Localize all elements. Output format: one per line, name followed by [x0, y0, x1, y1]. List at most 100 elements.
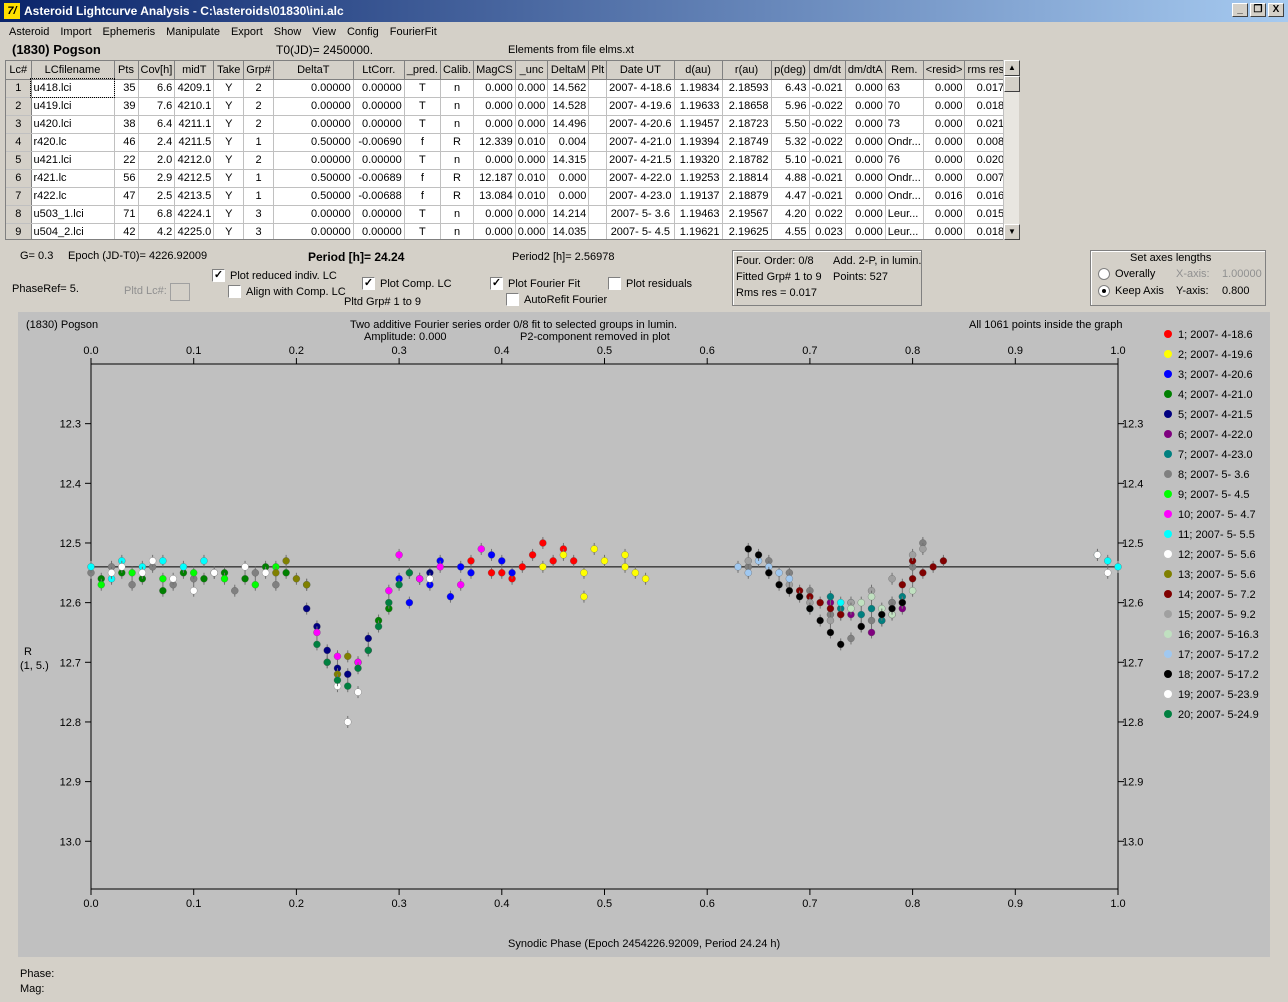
table-cell[interactable]: Y [213, 115, 245, 134]
table-cell[interactable]: 0.016 [964, 187, 1008, 206]
table-cell[interactable]: R [440, 169, 475, 188]
table-cell[interactable]: -0.00690 [353, 133, 405, 152]
row-number[interactable]: 4 [6, 133, 32, 152]
table-cell[interactable]: n [440, 97, 475, 116]
table-cell[interactable]: 46 [114, 133, 139, 152]
table-cell[interactable] [588, 223, 608, 239]
table-cell[interactable]: 4212.5 [174, 169, 215, 188]
table-cell[interactable]: 0.000 [845, 97, 886, 116]
menu-manipulate[interactable]: Manipulate [166, 26, 220, 38]
table-cell[interactable]: 0.000 [923, 169, 966, 188]
table-cell[interactable]: u420.lci [31, 115, 115, 134]
table-cell[interactable]: 5.96 [771, 97, 810, 116]
table-cell[interactable]: T [404, 223, 441, 239]
table-cell[interactable]: 0.000 [923, 205, 966, 224]
column-header[interactable]: _unc [515, 61, 549, 80]
table-cell[interactable]: 1.19137 [674, 187, 723, 206]
table-cell[interactable]: 4210.1 [174, 97, 215, 116]
table-cell[interactable]: 1.19621 [674, 223, 723, 239]
table-cell[interactable]: 2.4 [138, 133, 176, 152]
table-cell[interactable]: Leur... [885, 223, 924, 239]
table-cell[interactable]: 12.187 [473, 169, 516, 188]
table-cell[interactable]: 0.000 [845, 187, 886, 206]
column-header[interactable]: LCfilename [31, 61, 115, 80]
close-button[interactable]: X [1268, 3, 1284, 17]
table-cell[interactable]: 2007- 4-19.6 [606, 97, 675, 116]
table-cell[interactable]: u418.lci [30, 78, 115, 98]
table-cell[interactable]: -0.022 [809, 115, 846, 134]
menu-view[interactable]: View [312, 26, 336, 38]
table-cell[interactable]: 4.20 [771, 205, 810, 224]
table-cell[interactable]: Y [213, 205, 245, 224]
table-cell[interactable]: 2007- 4-22.0 [606, 169, 675, 188]
table-cell[interactable]: n [440, 205, 475, 224]
table-cell[interactable]: 1 [243, 187, 274, 206]
table-cell[interactable]: 0.000 [923, 115, 966, 134]
table-cell[interactable]: 0.000 [473, 151, 516, 170]
table-cell[interactable]: 1.19463 [674, 205, 723, 224]
column-header[interactable]: Take [213, 61, 245, 80]
table-cell[interactable]: 4212.0 [174, 151, 215, 170]
table-cell[interactable]: 6.4 [138, 115, 176, 134]
column-header[interactable]: Grp# [243, 61, 274, 80]
table-cell[interactable]: 2.18593 [722, 79, 772, 98]
table-cell[interactable]: 0.00000 [353, 205, 405, 224]
table-cell[interactable]: 2.19567 [722, 205, 772, 224]
table-cell[interactable]: 0.00000 [273, 205, 354, 224]
table-cell[interactable]: 2.0 [138, 151, 176, 170]
table-cell[interactable]: T [404, 151, 441, 170]
overally-radio[interactable]: Overally [1098, 268, 1155, 280]
table-cell[interactable]: 0.010 [515, 133, 549, 152]
table-cell[interactable]: 2 [243, 79, 274, 98]
table-cell[interactable]: 1.19633 [674, 97, 723, 116]
table-cell[interactable]: n [440, 223, 475, 239]
table-cell[interactable]: 0.000 [515, 223, 549, 239]
table-cell[interactable]: 4213.5 [174, 187, 215, 206]
autorefit-checkbox[interactable]: AutoRefit Fourier [506, 293, 607, 306]
table-cell[interactable]: 0.020 [964, 151, 1008, 170]
table-cell[interactable]: 0.000 [473, 205, 516, 224]
lightcurve-plot[interactable]: 0.0 0.0 0.1 0.1 0.2 0.2 0.3 0.3 0.4 0.4 0.5 0.5 0.6 0… [18, 312, 1270, 957]
row-number[interactable]: 3 [6, 115, 32, 134]
table-cell[interactable]: Y [213, 169, 245, 188]
column-header[interactable]: DeltaT [273, 61, 354, 80]
table-cell[interactable]: 12.339 [473, 133, 516, 152]
table-cell[interactable]: 0.016 [923, 187, 966, 206]
table-cell[interactable]: 0.00000 [353, 115, 405, 134]
column-header[interactable]: p(deg) [771, 61, 810, 80]
table-cell[interactable]: f [404, 133, 441, 152]
table-cell[interactable]: 0.000 [845, 205, 886, 224]
column-header[interactable]: Plt [588, 61, 608, 80]
table-cell[interactable]: 0.000 [923, 133, 966, 152]
table-cell[interactable] [588, 187, 608, 206]
table-cell[interactable]: 0.000 [515, 97, 549, 116]
column-header[interactable]: Date UT [606, 61, 675, 80]
menu-show[interactable]: Show [273, 26, 302, 38]
table-cell[interactable]: 6.6 [138, 79, 176, 98]
table-cell[interactable]: 0.000 [923, 223, 966, 239]
table-cell[interactable]: 2007- 4-21.0 [606, 133, 675, 152]
plot-comp-checkbox[interactable]: ✓ Plot Comp. LC [362, 277, 452, 290]
column-header[interactable]: Lc# [6, 61, 32, 80]
row-number[interactable]: 1 [6, 79, 32, 98]
table-cell[interactable]: 14.528 [547, 97, 590, 116]
table-cell[interactable] [588, 205, 608, 224]
table-cell[interactable]: 0.00000 [353, 97, 405, 116]
table-cell[interactable]: 70 [885, 97, 924, 116]
table-cell[interactable]: 2007- 4-20.6 [606, 115, 675, 134]
table-cell[interactable]: 0.015 [964, 205, 1008, 224]
table-row[interactable]: 4 r420.lc 46 2.4 4211.5 Y 1 0.50000 -0.00690 f R 12… [6, 133, 1008, 152]
table-cell[interactable]: 7.6 [138, 97, 176, 116]
column-header[interactable]: d(au) [674, 61, 723, 80]
table-cell[interactable]: 4211.1 [174, 115, 215, 134]
table-cell[interactable] [588, 115, 608, 134]
table-cell[interactable]: Y [213, 97, 245, 116]
align-comp-checkbox[interactable]: Align with Comp. LC [228, 285, 346, 298]
table-cell[interactable]: 14.035 [547, 223, 590, 239]
table-cell[interactable]: 4224.1 [174, 205, 215, 224]
table-cell[interactable]: 2007- 4-18.6 [606, 79, 675, 98]
table-cell[interactable]: 0.007 [964, 169, 1008, 188]
table-cell[interactable]: 1 [243, 133, 274, 152]
keep-axis-radio[interactable]: Keep Axis [1098, 285, 1164, 297]
